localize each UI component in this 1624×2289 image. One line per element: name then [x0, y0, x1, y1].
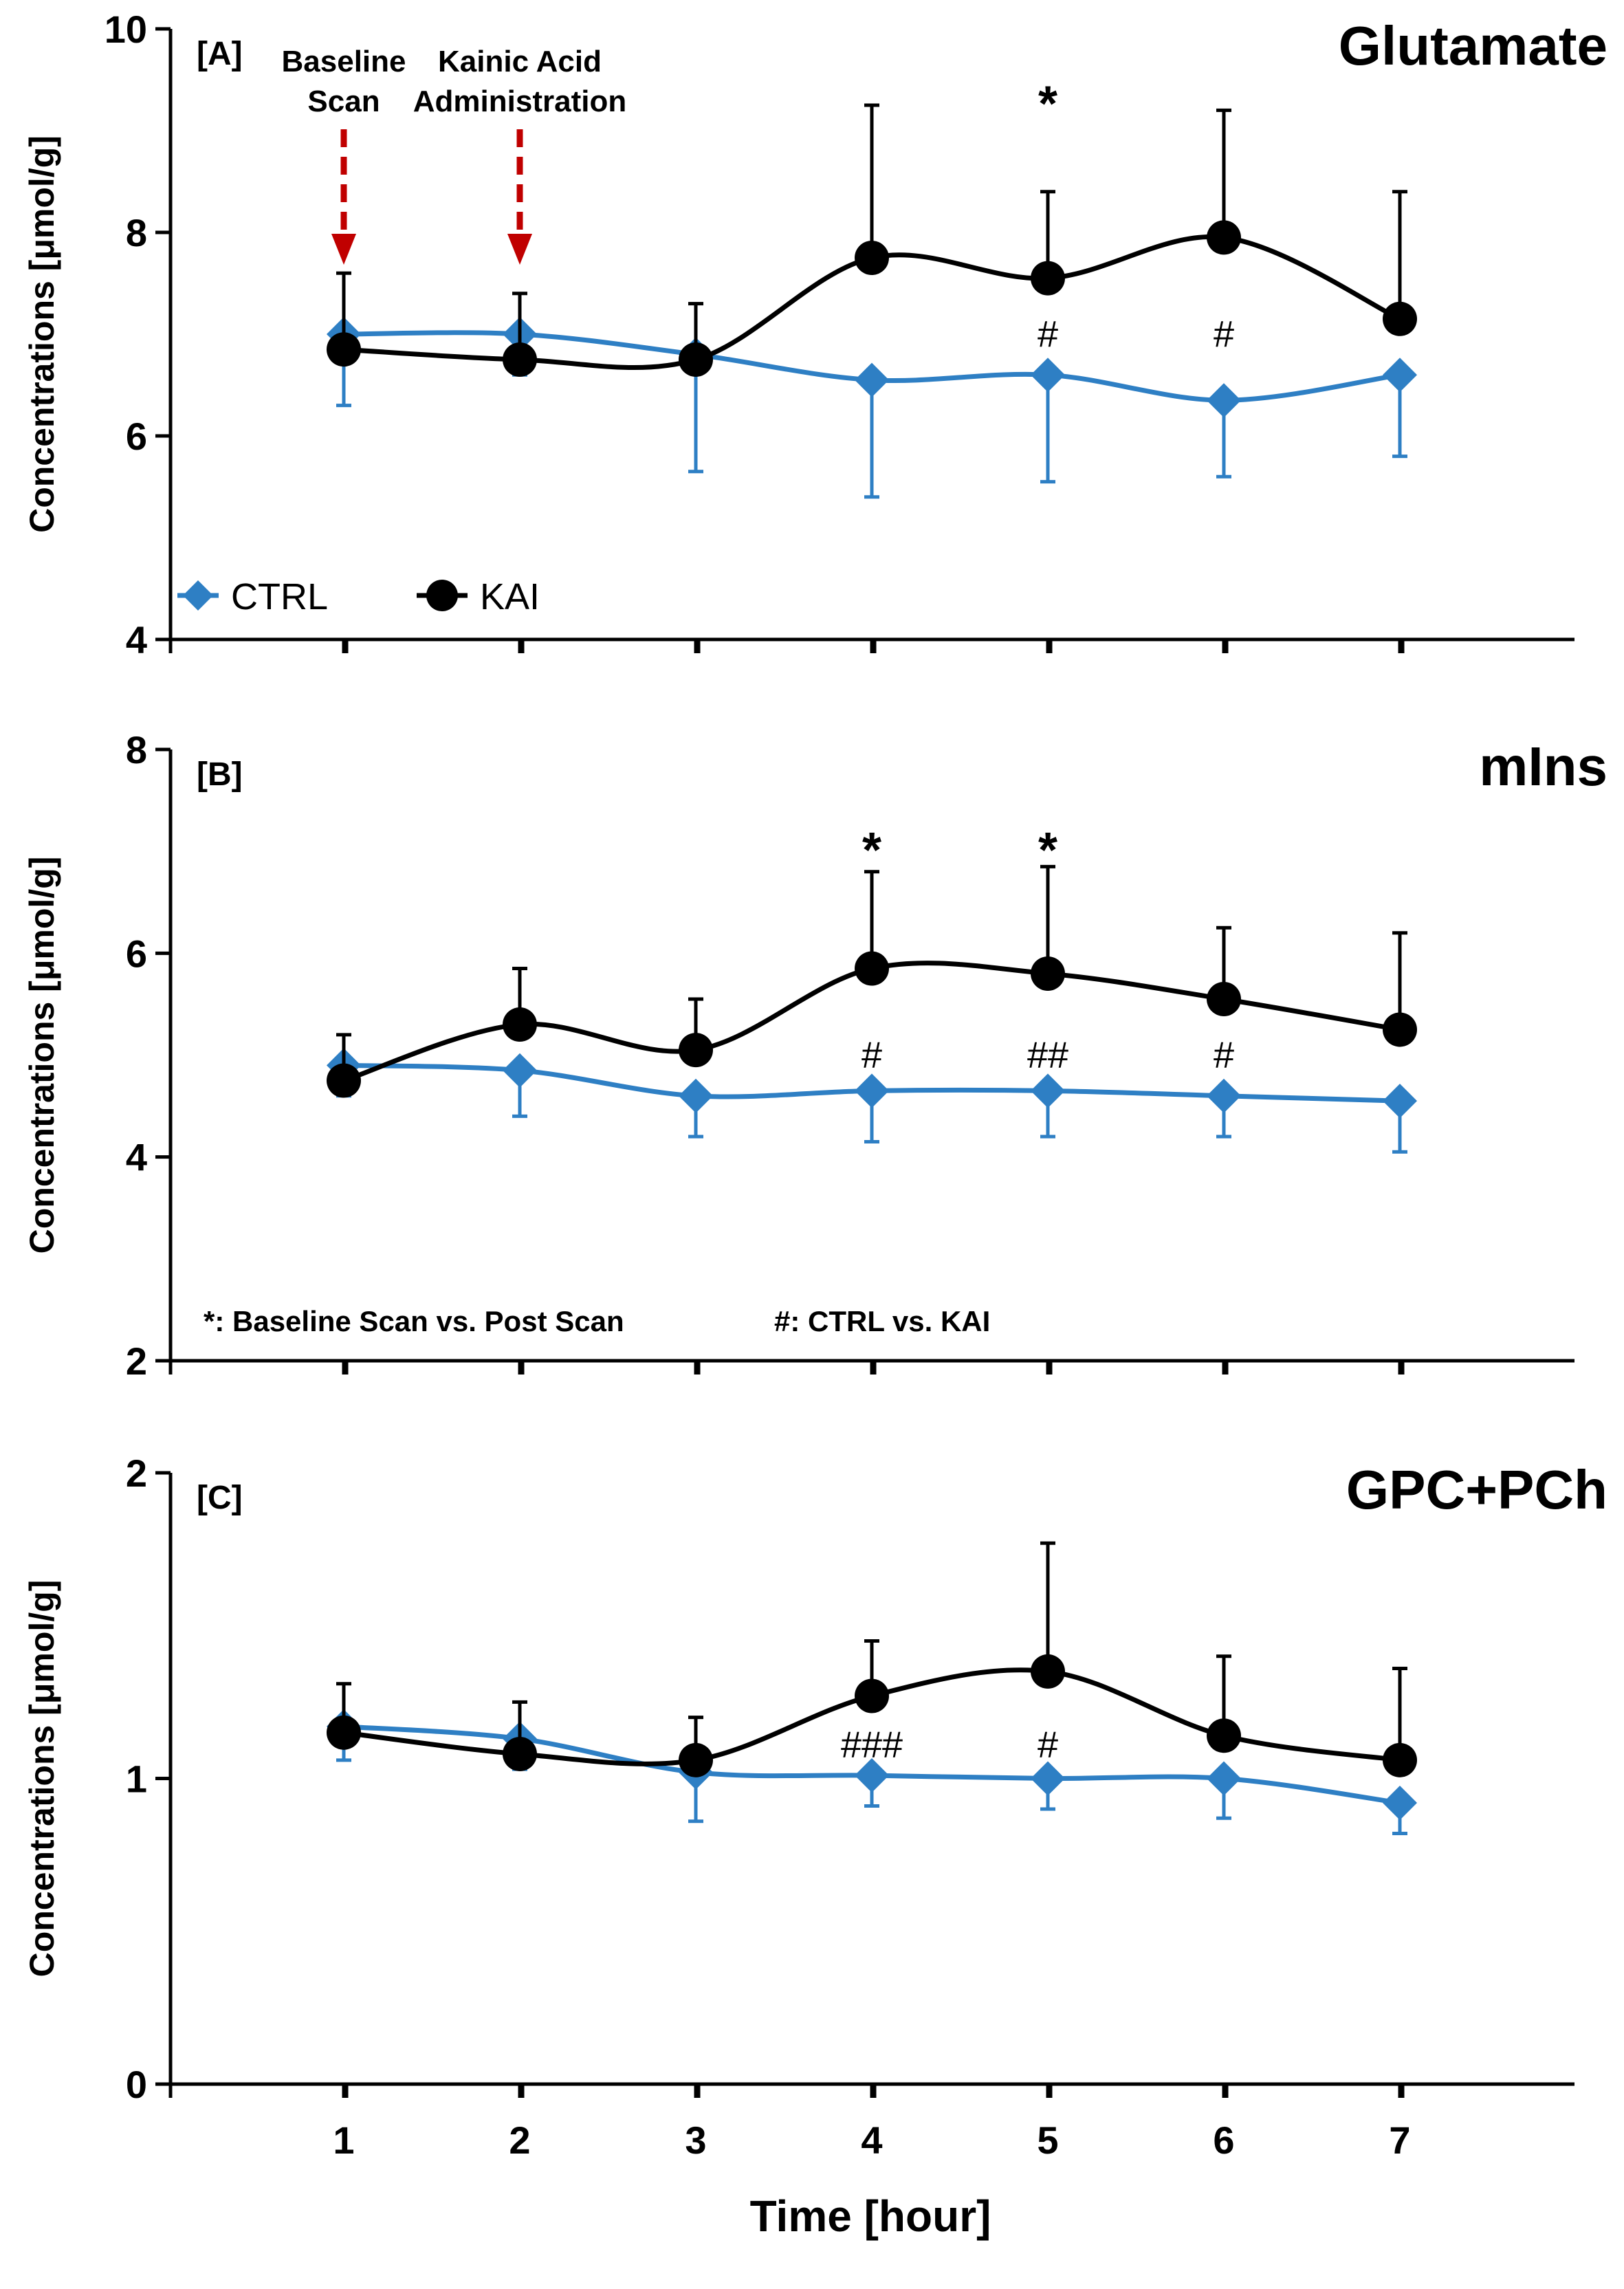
x-tick-label: 6 [1213, 2118, 1234, 2162]
significance-hash: ### [841, 1724, 903, 1766]
ctrl-point [1031, 1073, 1065, 1108]
ctrl-point [1031, 1761, 1065, 1796]
panel-title: GPC+PCh [1346, 1459, 1607, 1520]
y-tick-label: 2 [126, 1452, 147, 1495]
ctrl-point [679, 1078, 713, 1113]
y-tick-label: 8 [126, 728, 147, 771]
kai-point [679, 342, 713, 377]
kai-point [855, 1678, 889, 1713]
ctrl-point [1207, 383, 1241, 418]
panel-label: [B] [197, 756, 243, 793]
kai-point [503, 342, 537, 377]
kai-point [855, 241, 889, 275]
kai-point [1207, 982, 1241, 1017]
legend-kai-label: KAI [480, 576, 540, 617]
arrow-head [507, 234, 532, 265]
significance-hash: # [1038, 1724, 1058, 1766]
x-axis-label: Time [hour] [750, 2191, 991, 2241]
ctrl-point [1383, 1786, 1417, 1821]
x-tick-label: 2 [509, 2118, 530, 2162]
significance-hash: # [1038, 314, 1058, 355]
x-tick-label: 7 [1389, 2118, 1410, 2162]
panel-title: Glutamate [1339, 15, 1607, 76]
kai-point [855, 951, 889, 986]
ctrl-point [1207, 1761, 1241, 1796]
arrow-label-line2: Administration [413, 85, 626, 118]
significance-star: * [1038, 77, 1057, 132]
y-tick-label: 6 [126, 415, 147, 458]
kai-point [327, 1715, 361, 1750]
arrow-label-line1: Baseline [282, 45, 406, 78]
kai-point [503, 1007, 537, 1042]
arrow-label-line2: Scan [307, 85, 380, 118]
footnote-star: *: Baseline Scan vs. Post Scan [204, 1305, 624, 1337]
kai-point [679, 1742, 713, 1777]
kai-point [1383, 1012, 1417, 1047]
panel-label: [A] [197, 36, 243, 72]
y-tick-label: 1 [126, 1757, 147, 1801]
significance-hash: ## [1027, 1035, 1068, 1076]
kai-point [679, 1033, 713, 1068]
significance-star: * [1038, 823, 1057, 878]
ctrl-point [1383, 358, 1417, 393]
y-tick-label: 0 [126, 2063, 147, 2106]
arrow-label-line1: Kainic Acid [438, 45, 602, 78]
kai-point [1031, 956, 1065, 991]
ctrl-point [1383, 1084, 1417, 1119]
significance-hash: # [1214, 1035, 1234, 1076]
significance-hash: # [862, 1035, 882, 1076]
kai-point [1031, 1654, 1065, 1689]
y-tick-label: 4 [126, 618, 147, 661]
ctrl-point [1031, 358, 1065, 393]
kai-point [327, 332, 361, 367]
kai-point [1383, 301, 1417, 336]
ctrl-point [503, 1053, 537, 1088]
legend-ctrl-label: CTRL [231, 576, 328, 617]
significance-hash: # [1214, 314, 1234, 355]
chart-panel-a: 4 6 8 10 Concentrations [μmol/g] [A] Glutamate… [23, 8, 1607, 661]
x-tick-label: 4 [861, 2118, 882, 2162]
y-tick-label: 8 [126, 211, 147, 254]
ctrl-point [855, 1073, 889, 1108]
ctrl-point [1207, 1078, 1241, 1113]
x-tick-label: 3 [685, 2118, 706, 2162]
kai-point [1031, 261, 1065, 296]
kai-point [503, 1736, 537, 1771]
y-tick-label: 10 [105, 8, 147, 51]
panel-title: mIns [1479, 736, 1607, 797]
footnote-hash: #: CTRL vs. KAI [774, 1305, 990, 1337]
y-tick-label: 6 [126, 932, 147, 975]
y-tick-label: 4 [126, 1136, 147, 1179]
x-tick-label: 5 [1037, 2118, 1058, 2162]
y-axis-label: Concentrations [μmol/g] [23, 857, 61, 1254]
arrow-head [331, 234, 356, 265]
panel-label: [C] [197, 1480, 243, 1516]
legend-ctrl-marker [183, 580, 213, 611]
y-tick-label: 2 [126, 1339, 147, 1383]
y-axis-label: Concentrations [μmol/g] [23, 135, 61, 533]
y-axis-label: Concentrations [μmol/g] [23, 1580, 61, 1978]
kai-point [1207, 220, 1241, 255]
kai-point [1207, 1718, 1241, 1753]
ctrl-point [855, 362, 889, 397]
significance-star: * [862, 823, 881, 878]
kai-point [327, 1063, 361, 1098]
kai-point [1383, 1742, 1417, 1777]
x-tick-label: 1 [333, 2118, 354, 2162]
legend-kai-marker [426, 580, 458, 611]
ctrl-point [855, 1758, 889, 1793]
